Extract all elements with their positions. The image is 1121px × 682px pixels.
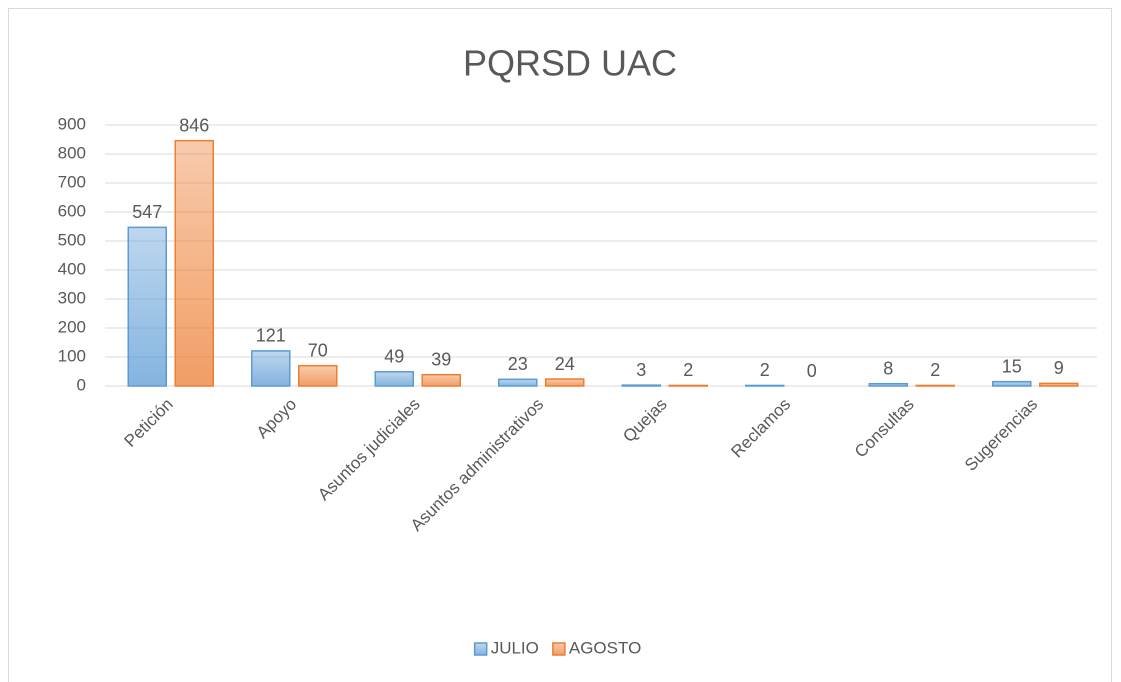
y-tick-label: 600 <box>58 201 86 220</box>
bar <box>621 384 661 387</box>
data-label: 15 <box>1002 356 1022 376</box>
y-tick-label: 400 <box>58 259 86 278</box>
y-tick-label: 300 <box>58 288 86 307</box>
bar <box>421 373 461 387</box>
bar <box>992 380 1032 387</box>
data-label: 23 <box>508 354 528 374</box>
bar <box>298 364 338 387</box>
data-label: 2 <box>760 360 770 380</box>
bar <box>868 382 908 387</box>
bar <box>127 226 167 387</box>
data-label: 547 <box>132 202 162 222</box>
y-tick-label: 500 <box>58 230 86 249</box>
chart-title: PQRSD UAC <box>463 43 677 84</box>
data-label: 24 <box>555 354 575 374</box>
legend-swatch <box>473 642 488 656</box>
bar <box>251 350 291 387</box>
y-tick-label: 800 <box>58 143 86 162</box>
data-label: 121 <box>256 326 286 346</box>
data-label: 39 <box>431 349 451 369</box>
y-tick-label: 0 <box>77 375 86 394</box>
bar <box>745 384 785 387</box>
legend-label: JULIO <box>491 638 539 657</box>
bar <box>498 378 538 387</box>
bar <box>374 371 414 387</box>
data-label: 70 <box>308 340 328 360</box>
y-tick-label: 100 <box>58 346 86 365</box>
bar <box>1039 382 1079 387</box>
chart-border <box>8 8 1112 682</box>
bar <box>545 378 585 387</box>
data-label: 846 <box>179 115 209 135</box>
y-tick-label: 200 <box>58 317 86 336</box>
legend-swatch <box>552 642 566 656</box>
data-label: 9 <box>1054 358 1064 378</box>
bar <box>174 139 214 387</box>
bar <box>668 384 708 387</box>
data-label: 8 <box>883 358 893 378</box>
data-label: 2 <box>930 360 940 380</box>
data-label: 3 <box>636 360 646 380</box>
data-label: 49 <box>384 347 404 367</box>
y-tick-label: 900 <box>58 114 86 133</box>
bar <box>915 384 955 387</box>
legend-label: AGOSTO <box>569 638 641 657</box>
data-label: 0 <box>807 361 817 381</box>
y-tick-label: 700 <box>58 172 86 191</box>
data-label: 2 <box>683 360 693 380</box>
